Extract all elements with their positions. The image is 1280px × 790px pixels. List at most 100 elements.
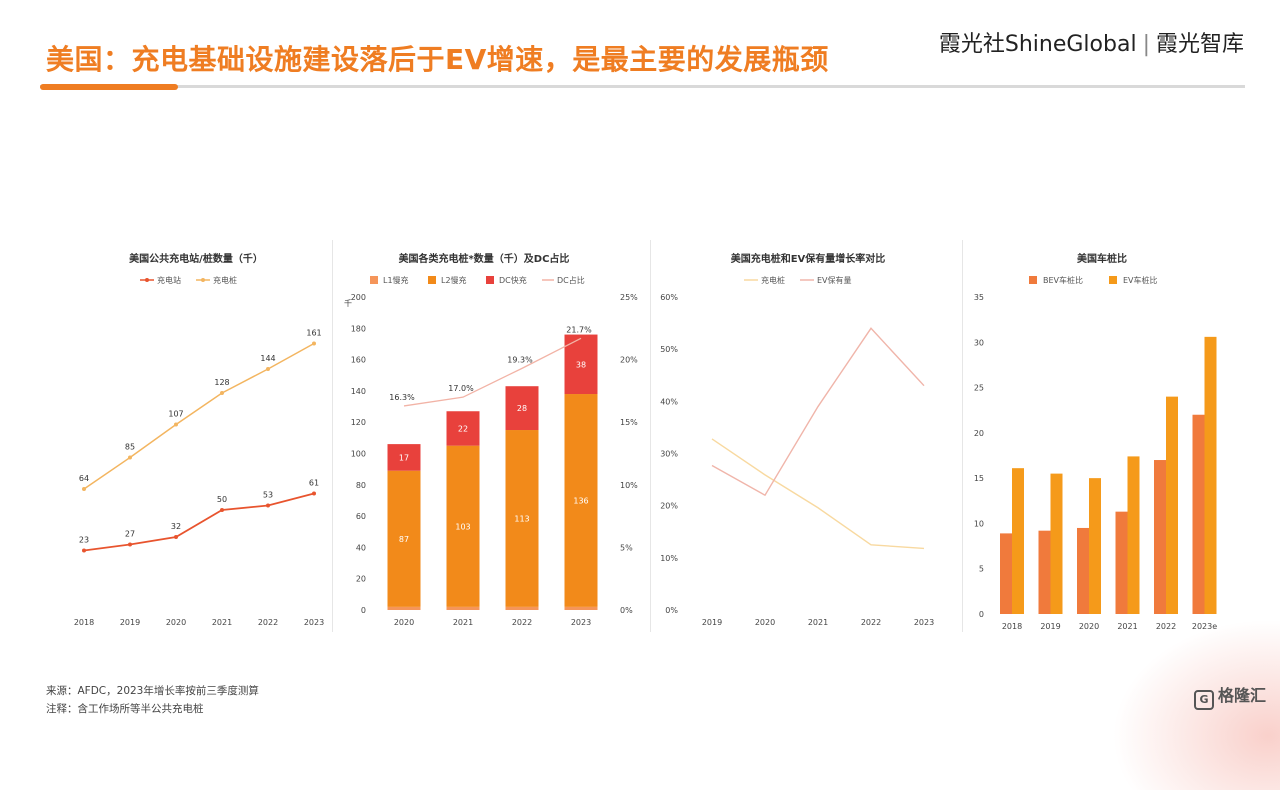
x-tick-label: 2021: [212, 618, 232, 627]
y-tick-label: 140: [351, 387, 366, 396]
bar-EV车桩比: [1166, 396, 1178, 614]
y-tick-label: 50%: [660, 345, 678, 354]
y-tick-label: 60%: [660, 293, 678, 302]
y-tick-label: 0: [361, 606, 366, 615]
brand-en: ShineGlobal: [1004, 32, 1137, 57]
bar-segment-L2慢充: [387, 470, 421, 607]
series-line-EV保有量: [711, 327, 925, 497]
legend-swatch: [1109, 276, 1117, 284]
chart-title: 美国各类充电桩*数量（千）及DC占比: [399, 252, 570, 265]
legend-swatch: [486, 276, 494, 284]
data-label: 50: [217, 495, 227, 504]
legend-label: L1慢充: [383, 275, 409, 285]
y-tick-label: 35: [974, 293, 984, 302]
y-tick-label: 160: [351, 356, 366, 365]
x-tick-label: 2023: [914, 618, 934, 627]
y-tick-label: 80: [356, 481, 366, 490]
y-tick-label: 0%: [665, 606, 678, 615]
legend-marker: [201, 278, 205, 282]
data-label: 107: [168, 410, 183, 419]
data-point: [82, 548, 86, 553]
bar-value-label: 38: [576, 360, 586, 369]
x-tick-label: 2020: [1079, 622, 1099, 631]
data-label: 64: [79, 474, 89, 483]
x-tick-label: 2019: [702, 618, 722, 627]
bar-segment-DC快充: [387, 444, 421, 471]
data-point: [128, 542, 132, 547]
bar-EV车桩比: [1204, 336, 1217, 614]
data-label: 27: [125, 530, 135, 539]
series-line-充电站: [83, 492, 315, 552]
footer-notes: 来源：AFDC，2023年增长率按前三季度测算 注释：含工作场所等半公共充电桩: [46, 682, 259, 718]
legend-marker: [145, 278, 149, 282]
panel-divider: [332, 240, 333, 632]
data-point: [312, 341, 316, 346]
bar-segment-L1慢充: [446, 606, 480, 610]
data-point: [266, 503, 270, 508]
series-line-充电桩: [83, 342, 315, 490]
y-tick-label: 25: [974, 384, 984, 393]
y-tick-label: 0: [979, 610, 984, 619]
data-label: 161: [306, 329, 321, 338]
x-tick-label: 2023: [304, 618, 324, 627]
y2-tick-label: 15%: [620, 418, 638, 427]
data-label: 61: [309, 479, 319, 488]
x-tick-label: 2020: [394, 618, 414, 627]
y-tick-label: 40%: [660, 397, 678, 406]
x-tick-label: 2019: [1040, 622, 1060, 631]
y-tick-label: 100: [351, 450, 366, 459]
brand-cn: 霞光社: [938, 32, 1005, 57]
bar-value-label: 17: [399, 453, 409, 462]
bar-value-label: 136: [573, 496, 588, 505]
chart-title: 美国车桩比: [1077, 252, 1127, 265]
data-point: [266, 367, 270, 371]
brand-logo: 霞光社ShineGlobal | 霞光智库: [939, 26, 1244, 58]
brand-separator: |: [1142, 32, 1150, 57]
x-tick-label: 2023: [571, 618, 591, 627]
legend-label: L2慢充: [441, 275, 467, 285]
footer-note: 注释：含工作场所等半公共充电桩: [46, 703, 204, 715]
x-tick-label: 2018: [74, 618, 94, 627]
bar-BEV车桩比: [1154, 460, 1166, 614]
bar-value-label: 113: [514, 514, 529, 523]
watermark-text: 格隆汇: [1217, 686, 1266, 705]
y-tick-label: 40: [356, 543, 366, 552]
page-title: 美国：充电基础设施建设落后于EV增速，是最主要的发展瓶颈: [46, 43, 829, 76]
dc-share-label: 19.3%: [507, 355, 533, 364]
legend-label: EV车桩比: [1123, 275, 1158, 285]
legend-label: 充电桩: [761, 275, 785, 285]
data-point: [220, 508, 224, 512]
data-point: [312, 491, 316, 496]
y-tick-label: 30: [974, 338, 984, 347]
chart-vehicle-pile-ratio: 美国车桩比 BEV车桩比 EV车桩比 0 5 10 15 20 25 30 35 2018 2019 20…: [974, 252, 1217, 631]
data-point: [82, 487, 86, 491]
chart-title: 美国充电桩和EV保有量增长率对比: [731, 252, 886, 265]
data-point: [174, 535, 178, 539]
brand-right: 霞光智库: [1155, 32, 1244, 57]
bar-BEV车桩比: [1077, 527, 1089, 614]
bar-BEV车桩比: [1115, 511, 1128, 614]
y-tick-label: 180: [351, 324, 366, 333]
legend-label: BEV车桩比: [1043, 275, 1083, 285]
y-tick-label: 10%: [660, 554, 678, 563]
legend-label: 充电站: [157, 275, 181, 285]
x-tick-label: 2019: [120, 618, 140, 627]
title-rule: [40, 85, 1245, 88]
bar-EV车桩比: [1050, 473, 1063, 614]
data-label: 144: [260, 354, 275, 363]
y2-tick-label: 20%: [620, 356, 638, 365]
bar-segment-DC快充: [505, 386, 539, 431]
data-point: [128, 455, 132, 460]
x-tick-label: 2020: [166, 618, 186, 627]
y-tick-label: 120: [351, 418, 366, 427]
y-tick-label: 30%: [660, 450, 678, 459]
bar-segment-L2慢充: [564, 394, 598, 607]
bar-BEV车桩比: [1038, 530, 1051, 614]
x-tick-label: 2022: [258, 618, 278, 627]
x-tick-label: 2018: [1002, 622, 1022, 631]
x-tick-label: 2021: [453, 618, 473, 627]
y-tick-label: 200: [351, 293, 366, 302]
chart-stations-piles: 美国公共充电站/桩数量（千） 充电站 充电桩 2018 2019 2020 2021 2022…: [74, 252, 324, 627]
y-tick-label: 20: [974, 429, 984, 438]
y-tick-label: 15: [974, 474, 984, 483]
